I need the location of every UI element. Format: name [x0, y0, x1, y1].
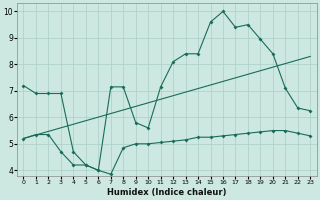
X-axis label: Humidex (Indice chaleur): Humidex (Indice chaleur) — [107, 188, 227, 197]
